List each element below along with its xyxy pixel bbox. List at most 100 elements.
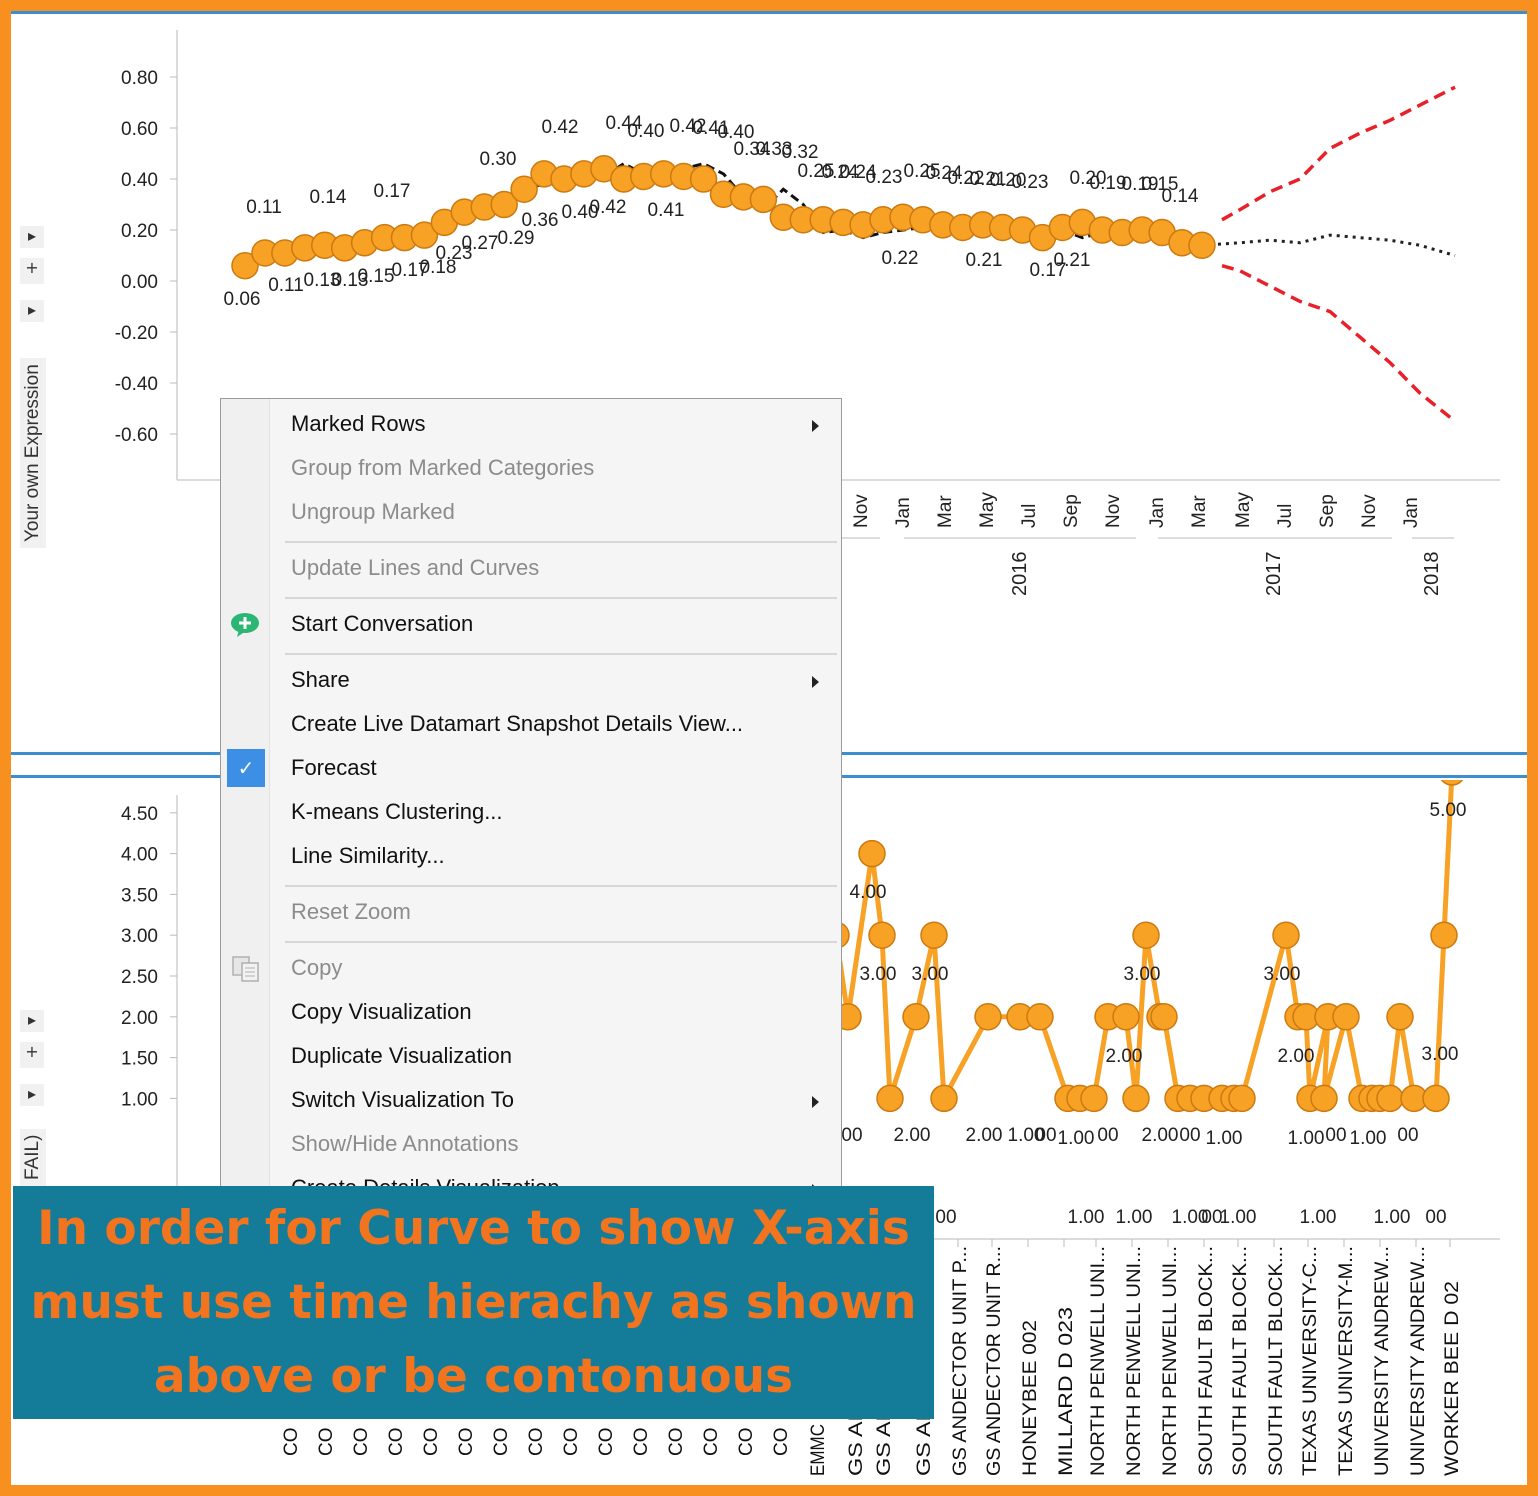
x-category-label: NORTH PENWELL UNI... bbox=[1124, 1246, 1145, 1476]
data-label: 1.00 bbox=[1288, 1128, 1325, 1149]
expand-axis-button[interactable]: ▸ bbox=[20, 1084, 44, 1106]
data-point bbox=[510, 175, 538, 203]
context-menu[interactable]: Marked Rows Group from Marked Categories… bbox=[220, 398, 842, 1198]
x-month-label: May bbox=[1233, 492, 1254, 528]
menu-item-create-live-datamart[interactable]: Create Live Datamart Snapshot Details Vi… bbox=[291, 711, 744, 736]
menu-item-switch-visualization[interactable]: Switch Visualization To bbox=[291, 1087, 514, 1112]
x-category-label: CO bbox=[736, 1428, 757, 1457]
y-tick-label: 0.40 bbox=[121, 170, 158, 191]
bottom-line-chart[interactable]: 5.00 4.50 4.00 3.50 3.00 2.50 2.00 1.50 1.00 4.0… bbox=[0, 780, 1538, 1496]
data-point bbox=[858, 839, 886, 868]
data-point bbox=[920, 921, 948, 949]
menu-item-copy[interactable]: Copy bbox=[291, 955, 343, 980]
x-category-label: SOUTH FAULT BLOCK... bbox=[1196, 1246, 1217, 1476]
data-label: 00 bbox=[1035, 1125, 1056, 1146]
top-visualization-panel bbox=[11, 11, 1527, 753]
data-label: 0.17 bbox=[1030, 260, 1067, 281]
y-tick-label: -0.20 bbox=[115, 323, 158, 344]
data-label: 0.44 bbox=[606, 113, 643, 134]
x-category-label: CO bbox=[701, 1428, 722, 1457]
x-category-label: CO bbox=[456, 1428, 477, 1457]
y-tick-label: 5.00 bbox=[121, 780, 158, 784]
data-point bbox=[1228, 1084, 1256, 1113]
expand-axis-button[interactable]: ▸ bbox=[20, 1010, 44, 1032]
data-point bbox=[1386, 1003, 1414, 1031]
menu-item-show-hide-annotations[interactable]: Show/Hide Annotations bbox=[291, 1131, 519, 1156]
data-point bbox=[1026, 1003, 1054, 1031]
menu-item-group-from-marked[interactable]: Group from Marked Categories bbox=[291, 455, 595, 480]
data-label: 0.22 bbox=[882, 248, 919, 269]
data-label: 0.30 bbox=[480, 149, 517, 170]
add-axis-button[interactable]: + bbox=[20, 1042, 44, 1068]
expand-axis-button[interactable]: ▸ bbox=[20, 300, 44, 322]
data-label: 3.00 bbox=[860, 964, 897, 985]
menu-item-kmeans[interactable]: K-means Clustering... bbox=[291, 799, 503, 824]
x-category-label: MILLARD D 023 bbox=[1056, 1307, 1077, 1476]
x-category-label: NORTH PENWELL UNI... bbox=[1088, 1246, 1109, 1476]
expand-axis-button[interactable]: ▸ bbox=[20, 226, 44, 248]
data-label: 00 bbox=[1201, 1207, 1222, 1228]
x-category-label: GS ANDECTOR UNIT R... bbox=[984, 1246, 1005, 1476]
y-tick-label: -0.60 bbox=[115, 425, 158, 446]
menu-item-ungroup-marked[interactable]: Ungroup Marked bbox=[291, 499, 455, 524]
data-label: 0.29 bbox=[498, 228, 535, 249]
data-label: 1.00 bbox=[1206, 1128, 1243, 1149]
menu-item-share[interactable]: Share bbox=[291, 667, 350, 692]
y-tick-label: 0.60 bbox=[121, 119, 158, 140]
menu-separator bbox=[285, 885, 837, 887]
data-point bbox=[1112, 1003, 1140, 1031]
data-label: 0.42 bbox=[670, 116, 707, 137]
x-month-label: Nov bbox=[1359, 494, 1380, 528]
x-category-label: CO bbox=[666, 1428, 687, 1457]
x-category-label: WORKER BEE D 02 bbox=[1442, 1281, 1463, 1476]
data-label: 0.17 bbox=[374, 181, 411, 202]
menu-separator bbox=[285, 541, 837, 543]
data-label: 5.00 bbox=[1430, 800, 1467, 821]
x-category-label: CO bbox=[316, 1428, 337, 1457]
x-category-label: HONEYBEE 002 bbox=[1020, 1320, 1041, 1476]
menu-item-start-conversation[interactable]: Start Conversation bbox=[291, 611, 474, 636]
y-tick-label: 4.00 bbox=[121, 845, 158, 866]
menu-item-forecast[interactable]: Forecast bbox=[291, 755, 377, 780]
data-label: 0.32 bbox=[782, 142, 819, 163]
data-label: 0.22 bbox=[948, 168, 985, 189]
data-point bbox=[490, 190, 518, 219]
data-point bbox=[1310, 1084, 1338, 1113]
menu-separator bbox=[285, 653, 837, 655]
data-label: 2.00 bbox=[966, 1125, 1003, 1146]
banner-line: must use time hierachy as shown bbox=[30, 1274, 917, 1330]
x-category-label: SOUTH FAULT BLOCK... bbox=[1266, 1246, 1287, 1476]
menu-item-reset-zoom[interactable]: Reset Zoom bbox=[291, 899, 411, 924]
data-label: 00 bbox=[1097, 1125, 1118, 1146]
data-point bbox=[1430, 921, 1458, 949]
menu-item-line-similarity[interactable]: Line Similarity... bbox=[291, 843, 445, 868]
top-line-chart[interactable]: 0.80 0.60 0.40 0.20 0.00 -0.20 -0.40 -0.60 0.11… bbox=[0, 0, 1538, 760]
data-label: 1.00 bbox=[1220, 1207, 1257, 1228]
data-label: 0.34 bbox=[734, 139, 771, 160]
data-label: 1.00 bbox=[1350, 1128, 1387, 1149]
menu-item-marked-rows[interactable]: Marked Rows bbox=[291, 411, 426, 436]
menu-item-duplicate-visualization[interactable]: Duplicate Visualization bbox=[291, 1043, 512, 1068]
x-year-label: 2016 bbox=[1009, 552, 1031, 597]
x-category-label: TEXAS UNIVERSITY-M... bbox=[1336, 1246, 1357, 1476]
menu-item-update-lines[interactable]: Update Lines and Curves bbox=[291, 555, 540, 580]
x-category-label: CO bbox=[771, 1428, 792, 1457]
data-point bbox=[1440, 780, 1464, 786]
check-icon: ✓ bbox=[227, 749, 265, 787]
data-label: 0.36 bbox=[522, 210, 559, 231]
data-label: 0.40 bbox=[562, 202, 599, 223]
data-label: 0.15 bbox=[358, 266, 395, 287]
data-label: 0.24 bbox=[926, 163, 963, 184]
x-category-label: CO bbox=[421, 1428, 442, 1457]
y-tick-label: 4.50 bbox=[121, 804, 158, 825]
data-label: 3.00 bbox=[1422, 1044, 1459, 1065]
menu-item-copy-visualization[interactable]: Copy Visualization bbox=[291, 999, 472, 1024]
data-point bbox=[1122, 1084, 1150, 1113]
add-axis-button[interactable]: + bbox=[20, 258, 44, 284]
data-label: 1.00 bbox=[1058, 1128, 1095, 1149]
data-label: 0.15 bbox=[1142, 174, 1179, 195]
data-label: 1.00 bbox=[1172, 1207, 1209, 1228]
forecast-lower-bound bbox=[1221, 264, 1457, 423]
data-point bbox=[1132, 921, 1160, 949]
data-label: 0.17 bbox=[392, 260, 429, 281]
